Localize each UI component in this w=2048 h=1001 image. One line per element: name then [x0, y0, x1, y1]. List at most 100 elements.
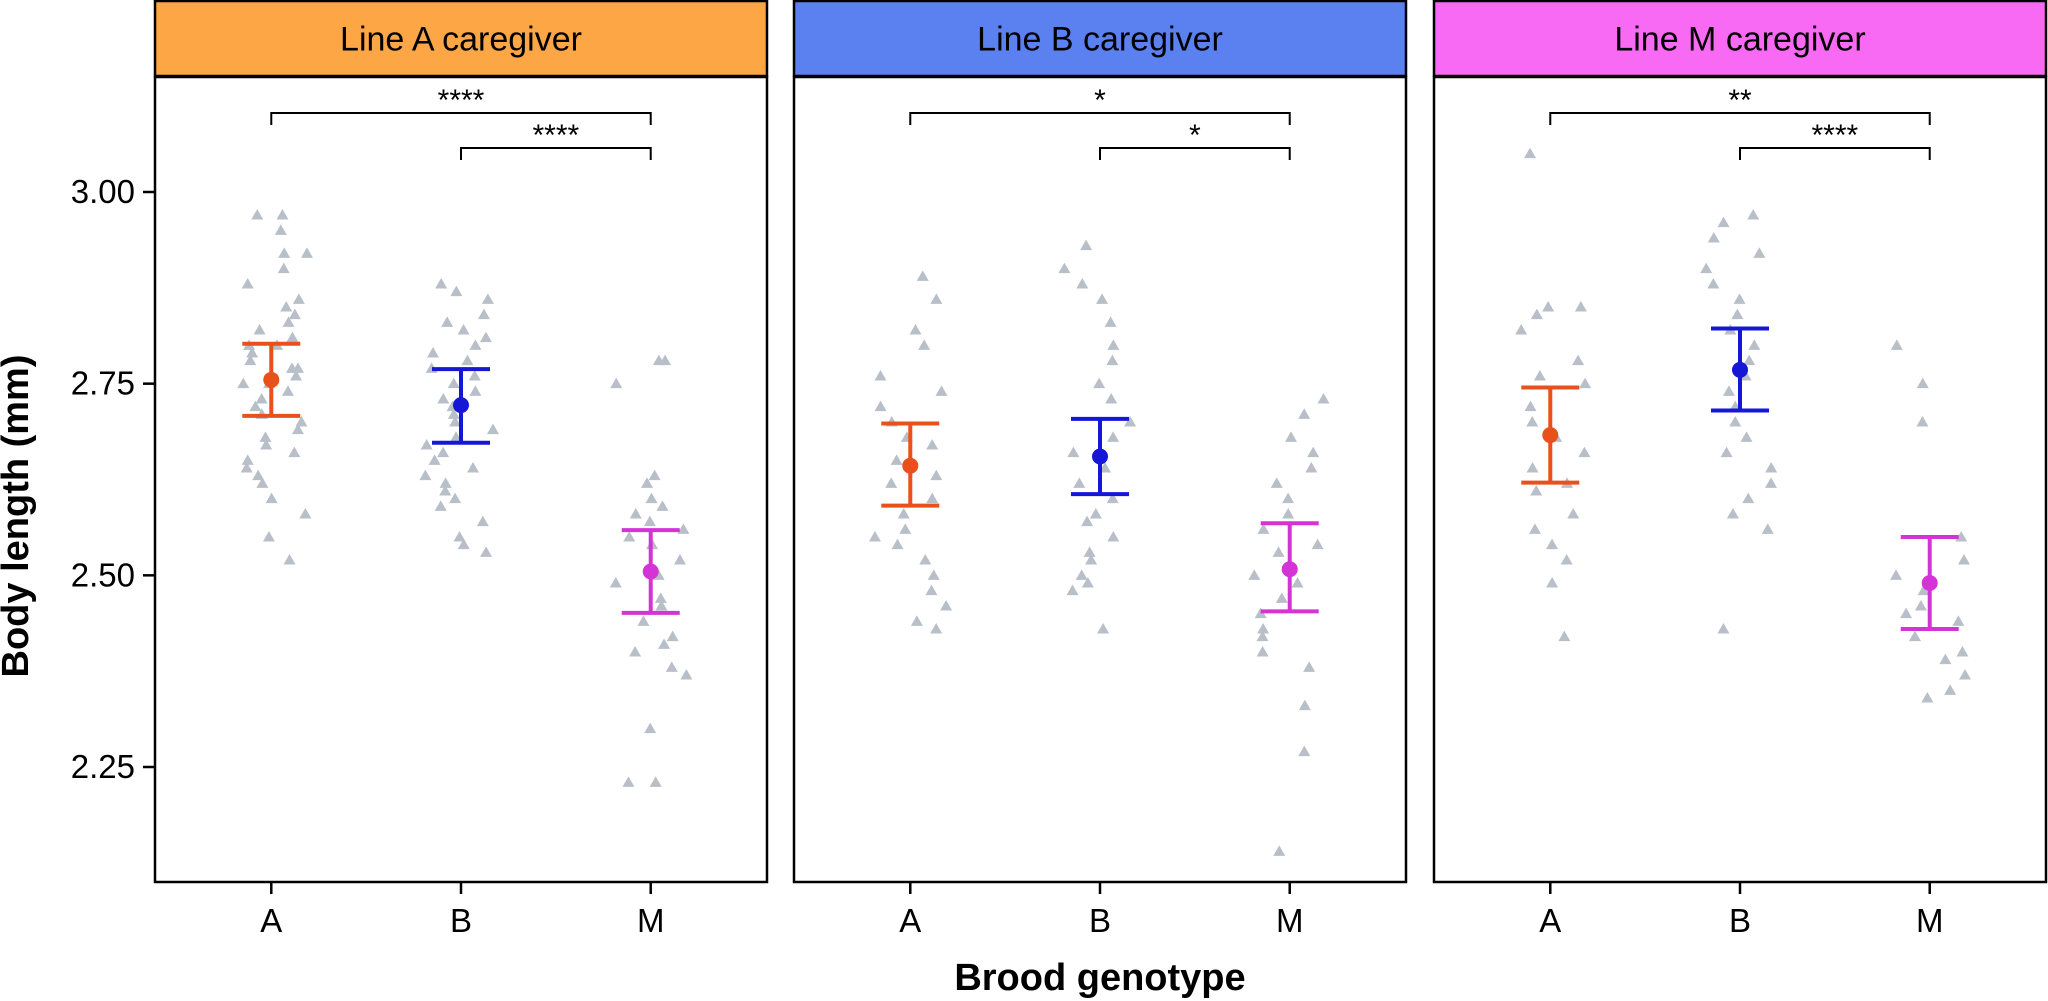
data-point [281, 385, 294, 396]
x-tick-label: M [1276, 902, 1304, 939]
data-point [655, 600, 668, 611]
significance-bracket: **** [270, 84, 652, 125]
data-point [1089, 508, 1102, 519]
data-point [1546, 538, 1559, 550]
data-point [1075, 569, 1088, 580]
panel-strip [792, 0, 1408, 78]
data-point [1107, 431, 1120, 442]
data-point [1747, 209, 1760, 220]
data-point [1058, 262, 1071, 274]
mean-point [1921, 575, 1938, 591]
data-point [295, 416, 308, 427]
significance-label: **** [1812, 119, 1859, 152]
data-point [419, 469, 432, 481]
errorbar-A [242, 341, 301, 418]
data-point [457, 324, 470, 335]
data-point [1722, 385, 1735, 396]
data-point [434, 500, 447, 511]
data-point [1526, 462, 1539, 473]
data-point [280, 301, 293, 312]
data-point [237, 377, 250, 389]
y-axis-title: Body length (mm) [0, 355, 37, 678]
data-point [428, 454, 441, 465]
data-point [447, 377, 460, 389]
data-point [282, 316, 295, 327]
data-point [665, 661, 678, 672]
data-point [1107, 531, 1120, 542]
data-point [1900, 607, 1913, 619]
data-point [918, 339, 931, 350]
data-point [1275, 592, 1288, 603]
data-point [469, 385, 482, 396]
data-point [461, 354, 474, 366]
data-point [645, 492, 658, 504]
panel-title: Line A caregiver [340, 21, 582, 59]
data-point [1256, 630, 1269, 642]
y-axis: 2.25 2.50 2.75 3.00 [71, 173, 155, 785]
data-point [259, 431, 272, 442]
significance-bracket: **** [1739, 119, 1931, 160]
data-point [486, 423, 499, 435]
data-point [1104, 316, 1117, 327]
data-point [1106, 492, 1119, 504]
data-point [262, 531, 275, 542]
data-point [1099, 462, 1112, 473]
x-tick-label: B [1089, 902, 1111, 939]
data-point [1107, 339, 1120, 350]
data-point [449, 431, 462, 442]
panel-strip [1432, 0, 2048, 78]
bracket-line [460, 147, 652, 160]
data-point [437, 446, 450, 458]
data-point [1291, 577, 1304, 588]
data-point [441, 316, 454, 327]
data-point [1890, 569, 1903, 580]
panel-title: Line B caregiver [977, 21, 1223, 59]
data-point [909, 324, 922, 335]
data-point [1952, 615, 1965, 626]
errorbar-B [1071, 416, 1129, 497]
data-point [1729, 416, 1742, 427]
data-point [1073, 477, 1086, 488]
data-point [450, 285, 463, 297]
data-point [1083, 546, 1096, 557]
data-point [1944, 684, 1957, 695]
data-point [420, 439, 433, 450]
data-point [449, 492, 462, 504]
data-point [1733, 293, 1746, 304]
data-point [1248, 569, 1261, 580]
data-point [1067, 446, 1080, 458]
data-point [1307, 446, 1320, 458]
significance-label: **** [438, 84, 485, 117]
data-point [629, 508, 642, 519]
data-point [1317, 393, 1330, 404]
mean-point [453, 397, 469, 414]
data-point [680, 669, 693, 680]
data-point [677, 523, 690, 534]
data-point [283, 554, 296, 565]
bracket-line [1739, 147, 1931, 160]
data-point [610, 377, 623, 389]
data-point [1272, 546, 1285, 557]
data-point [629, 646, 642, 657]
data-point [1765, 462, 1778, 473]
panel-1: Line A caregiver A B M **** **** [153, 0, 769, 939]
data-point [288, 446, 301, 458]
data-point [467, 462, 480, 473]
data-point [1560, 554, 1573, 565]
data-point [1578, 446, 1591, 458]
data-point [1717, 216, 1730, 228]
data-point [1081, 515, 1094, 527]
data-point [241, 454, 254, 465]
data-point [910, 615, 923, 626]
data-point [1533, 370, 1546, 381]
data-point [251, 209, 264, 220]
data-point [1282, 492, 1295, 504]
data-point [1731, 308, 1744, 320]
data-point [1096, 293, 1109, 304]
data-point [1298, 699, 1311, 711]
data-point [623, 531, 636, 542]
data-point [1270, 477, 1283, 488]
